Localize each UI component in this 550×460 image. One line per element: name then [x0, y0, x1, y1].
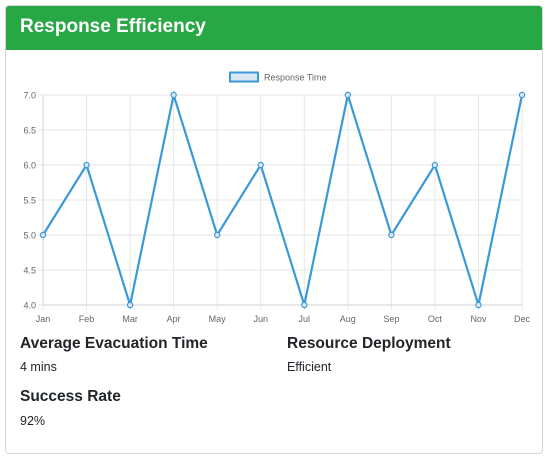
- legend-label: Response Time: [264, 73, 327, 83]
- legend-swatch: [229, 71, 259, 83]
- data-point: [126, 301, 134, 309]
- x-tick-label: Jan: [36, 314, 51, 324]
- x-tick-label: May: [209, 314, 227, 324]
- avg-evacuation-label: Average Evacuation Time: [20, 335, 208, 352]
- resource-deployment-value: Efficient: [287, 360, 332, 374]
- y-tick-label: 5.5: [23, 196, 36, 206]
- x-tick-label: Apr: [167, 314, 181, 324]
- data-point: [301, 301, 308, 309]
- y-tick-label: 7.0: [23, 91, 36, 101]
- y-tick-label: 6.0: [23, 161, 36, 171]
- x-tick-label: Sep: [383, 314, 399, 324]
- card-header: Response Efficiency: [6, 6, 542, 50]
- data-point: [344, 91, 352, 99]
- card-title: Response Efficiency: [20, 16, 206, 37]
- series-line: [42, 90, 524, 310]
- y-tick-label: 6.5: [23, 126, 36, 136]
- y-tick-label: 4.5: [23, 266, 36, 276]
- line-chart-svg: 4.0 4.5 5.0 5.5 6.0 6.5 7.0 Jan Feb Mar Apr May Jun J…: [23, 71, 531, 324]
- x-tick-label: Dec: [514, 314, 531, 324]
- x-tick-label: Feb: [79, 314, 95, 324]
- success-rate-label: Success Rate: [20, 388, 121, 405]
- y-tick-label: 5.0: [23, 231, 36, 241]
- x-tick-label: Nov: [470, 314, 487, 324]
- data-point: [39, 231, 47, 239]
- data-point: [83, 161, 90, 169]
- data-point: [518, 91, 526, 99]
- x-tick-label: Mar: [122, 314, 138, 324]
- success-rate-value: 92%: [20, 414, 46, 428]
- data-point: [170, 91, 177, 99]
- x-tick-label: Jun: [253, 314, 268, 324]
- x-tick-label: Jul: [299, 314, 311, 324]
- response-efficiency-card: Response Efficiency 4.0 4.5 5.0 5.5 6.0 6.5 7.…: [5, 5, 543, 454]
- data-point: [431, 161, 439, 169]
- data-point: [475, 301, 482, 309]
- data-point: [213, 231, 221, 239]
- avg-evacuation-value: 4 mins: [20, 360, 57, 374]
- x-tick-label: Oct: [428, 314, 443, 324]
- resource-deployment-label: Resource Deployment: [287, 335, 451, 352]
- x-tick-label: Aug: [340, 314, 356, 324]
- data-point: [388, 231, 395, 239]
- y-tick-label: 4.0: [23, 301, 36, 311]
- data-point: [257, 161, 264, 169]
- response-time-chart: 4.0 4.5 5.0 5.5 6.0 6.5 7.0 Jan Feb Mar Apr May Jun J…: [6, 64, 542, 330]
